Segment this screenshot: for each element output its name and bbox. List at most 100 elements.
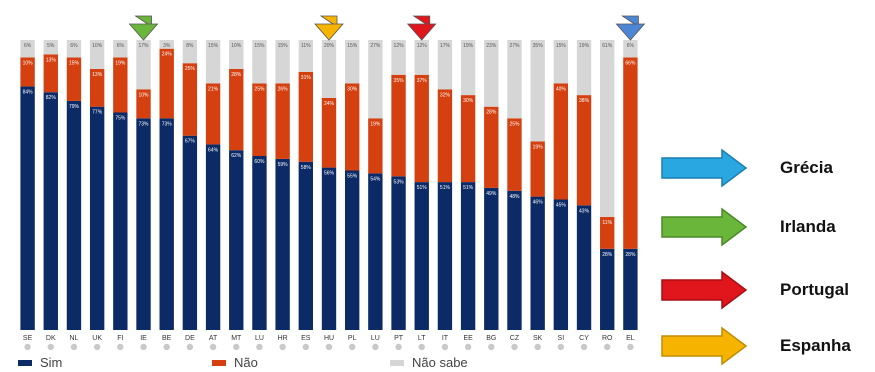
data-label: 15%	[278, 43, 289, 49]
legend-label-sim: Sim	[40, 355, 63, 370]
data-label: 53%	[394, 179, 405, 185]
data-label: 31%	[301, 75, 312, 81]
flag-icon	[464, 343, 472, 350]
bar-segment-sim	[507, 190, 522, 330]
data-label: 3%	[163, 43, 171, 49]
data-label: 24%	[324, 101, 335, 107]
flag-icon	[140, 343, 147, 350]
bar-segment-n-o	[136, 89, 151, 119]
tick-label: BG	[486, 335, 496, 342]
legend-swatch-sim	[18, 359, 32, 366]
flag-icon	[372, 343, 379, 350]
legend-swatch-nao-sabe	[390, 359, 404, 366]
bar-segment-sim	[66, 100, 82, 331]
side-legend-irlanda: Irlanda	[660, 207, 875, 249]
data-label: 73%	[162, 121, 173, 127]
bar-segment-n-o-sabe	[345, 40, 360, 84]
bar-segment-n-o	[298, 71, 313, 162]
data-label: 10%	[139, 92, 150, 98]
bar-segment-n-o-sabe	[275, 40, 290, 84]
data-label: 77%	[92, 110, 103, 116]
flag-icon	[348, 343, 356, 350]
data-label: 17%	[440, 43, 451, 49]
data-label: 5%	[47, 43, 55, 49]
data-label: 15%	[254, 43, 265, 49]
data-label: 66%	[625, 60, 636, 66]
flag-icon	[279, 343, 286, 350]
bar-segment-sim	[252, 156, 267, 330]
bar-segment-n-o	[182, 63, 198, 136]
tick-label: DE	[185, 335, 195, 342]
bar-segment-n-o-sabe	[43, 40, 58, 55]
bar-segment-n-o	[484, 106, 499, 188]
data-label: 19%	[370, 121, 381, 127]
data-label: 26%	[278, 87, 289, 93]
flag-icon	[47, 343, 54, 350]
legend-item-nao-sabe: Não sabe	[390, 355, 468, 370]
side-legend-portugal: Portugal	[660, 270, 875, 312]
data-label: 19%	[115, 60, 126, 66]
tick-label: HR	[278, 335, 288, 342]
flag-icon	[302, 343, 310, 350]
bar-segment-n-o-sabe	[530, 40, 545, 142]
bar-segment-n-o	[252, 83, 267, 156]
tick-label: LU	[371, 335, 380, 342]
bar-segment-n-o	[368, 118, 383, 174]
tick-label: LU	[255, 335, 264, 342]
bar-segment-sim	[553, 199, 569, 330]
flag-icon	[441, 343, 449, 350]
legend-label-nao: Não	[234, 355, 258, 370]
data-label: 11%	[602, 220, 612, 226]
data-label: 51%	[417, 185, 428, 191]
bar-segment-sim	[136, 118, 151, 330]
data-label: 58%	[301, 165, 312, 171]
data-label: 13%	[92, 72, 103, 78]
bar-segment-n-o	[507, 118, 522, 191]
tick-label: IE	[140, 335, 147, 342]
flag-icon	[418, 343, 425, 350]
bar-segment-n-o	[345, 83, 360, 171]
data-label: 46%	[533, 200, 544, 206]
arrow-right-icon	[661, 270, 748, 310]
bar-segment-n-o-sabe	[600, 40, 615, 217]
bar-segment-n-o	[66, 57, 82, 101]
data-label: 51%	[463, 185, 474, 191]
side-legend-label: Grécia	[780, 158, 833, 177]
bar-segment-n-o-sabe	[113, 40, 128, 58]
data-label: 15%	[347, 43, 358, 49]
data-label: 49%	[486, 191, 497, 197]
tick-label: EE	[463, 335, 473, 342]
data-label: 28%	[602, 252, 613, 258]
bar-segment-sim	[484, 187, 499, 330]
data-label: 11%	[301, 43, 311, 49]
data-label: 6%	[24, 43, 32, 49]
bar-segment-n-o	[530, 141, 545, 197]
bar-segment-n-o-sabe	[368, 40, 383, 119]
flag-icon	[24, 343, 31, 350]
data-label: 43%	[579, 208, 590, 214]
data-label: 19%	[533, 145, 544, 151]
data-label: 27%	[509, 43, 520, 49]
bar-segment-sim	[275, 158, 290, 330]
side-legend-label: Irlanda	[780, 217, 836, 236]
bar-segment-sim	[20, 86, 35, 331]
bar-segment-n-o	[89, 69, 105, 107]
data-label: 19%	[579, 43, 590, 49]
bar-segment-n-o-sabe	[576, 40, 592, 96]
bar-segment-n-o-sabe	[437, 40, 453, 90]
bar-segment-sim	[460, 182, 476, 330]
arrow-down-icon	[615, 15, 646, 41]
bar-segment-n-o	[159, 48, 174, 119]
data-label: 25%	[254, 87, 265, 93]
data-label: 10%	[231, 43, 242, 49]
bar-segment-n-o	[205, 83, 221, 145]
bar-segment-n-o-sabe	[182, 40, 198, 64]
data-label: 24%	[162, 52, 173, 58]
tick-label: AT	[209, 335, 218, 342]
tick-label: ES	[301, 335, 311, 342]
tick-label: SI	[558, 335, 565, 342]
tick-label: CZ	[510, 335, 520, 342]
arrow-right-icon	[661, 148, 748, 188]
bar-segment-n-o-sabe	[321, 40, 337, 98]
bar-segment-n-o-sabe	[159, 40, 174, 49]
